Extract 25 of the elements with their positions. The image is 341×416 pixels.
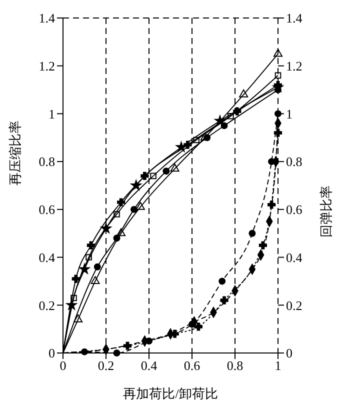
y2-tick-label: 0.8 bbox=[286, 154, 302, 170]
y-tick-label: 1.4 bbox=[38, 10, 56, 26]
x-tick-label: 0.2 bbox=[98, 358, 114, 374]
x-tick-label: 0.4 bbox=[140, 358, 158, 374]
y-tick-label: 0.6 bbox=[38, 202, 56, 218]
y2-tick-label: 0 bbox=[286, 346, 292, 361]
y2-tick-label: 1 bbox=[286, 106, 292, 122]
y2-tick-label: 0.6 bbox=[286, 202, 303, 218]
y2-tick-label: 1.4 bbox=[286, 10, 303, 26]
x-tick-label: 0.8 bbox=[226, 358, 244, 374]
y2-tick-label: 0.4 bbox=[286, 250, 303, 265]
x-tick-label: 0 bbox=[60, 358, 66, 374]
y-tick-label: 1 bbox=[48, 106, 55, 122]
x-axis-title: 再加荷比/卸荷比 bbox=[123, 386, 218, 401]
y-tick-label: 0.4 bbox=[38, 250, 56, 265]
y-tick-label: 0.8 bbox=[38, 154, 55, 170]
y-tick-label: 1.2 bbox=[38, 58, 55, 74]
y-tick-label: 0.2 bbox=[38, 298, 55, 313]
x-tick-label: 0.6 bbox=[184, 358, 201, 374]
y-tick-label: 0 bbox=[48, 346, 55, 361]
x-tick-label: 1 bbox=[274, 358, 282, 374]
y2-axis-title: 回弹比率 bbox=[318, 186, 334, 238]
y2-tick-label: 0.2 bbox=[286, 298, 302, 313]
y2-tick-label: 1.2 bbox=[286, 58, 302, 74]
y-axis-title: 再压缩比率 bbox=[8, 120, 23, 186]
